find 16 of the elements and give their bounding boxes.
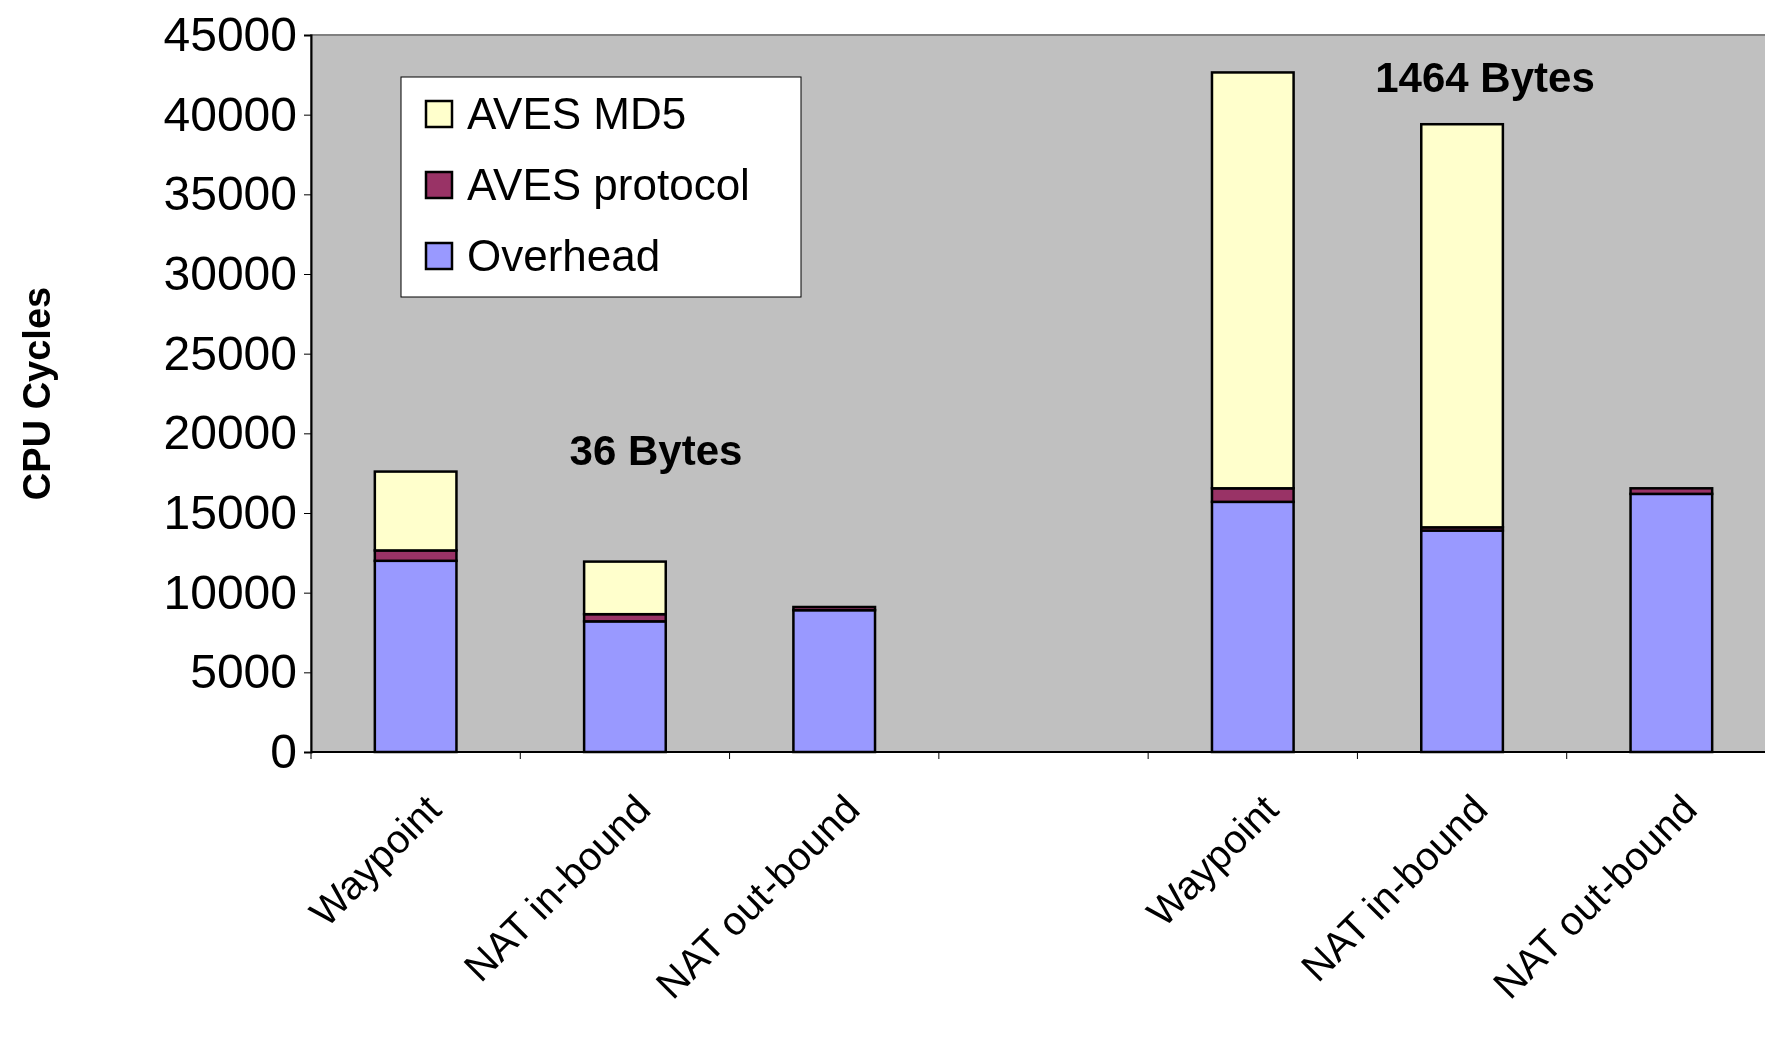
y-axis-title: CPU Cycles bbox=[16, 286, 58, 501]
legend-label: AVES protocol bbox=[467, 160, 750, 209]
y-tick-label: 20000 bbox=[163, 406, 297, 460]
y-tick-label: 45000 bbox=[163, 7, 297, 61]
legend-label: AVES MD5 bbox=[467, 89, 687, 138]
y-tick-label: 15000 bbox=[163, 485, 297, 539]
y-tick-label: 10000 bbox=[163, 565, 297, 619]
y-tick-label: 5000 bbox=[190, 645, 297, 699]
y-tick-label: 35000 bbox=[163, 167, 297, 221]
y-tick-label: 40000 bbox=[163, 87, 297, 141]
y-tick-label: 30000 bbox=[163, 246, 297, 300]
y-tick-label: 25000 bbox=[163, 326, 297, 380]
annotation: 36 Bytes bbox=[569, 427, 743, 474]
annotation: 1464 Bytes bbox=[1375, 54, 1595, 101]
y-tick-label: 0 bbox=[270, 724, 297, 778]
legend-label: Overhead bbox=[467, 231, 661, 280]
